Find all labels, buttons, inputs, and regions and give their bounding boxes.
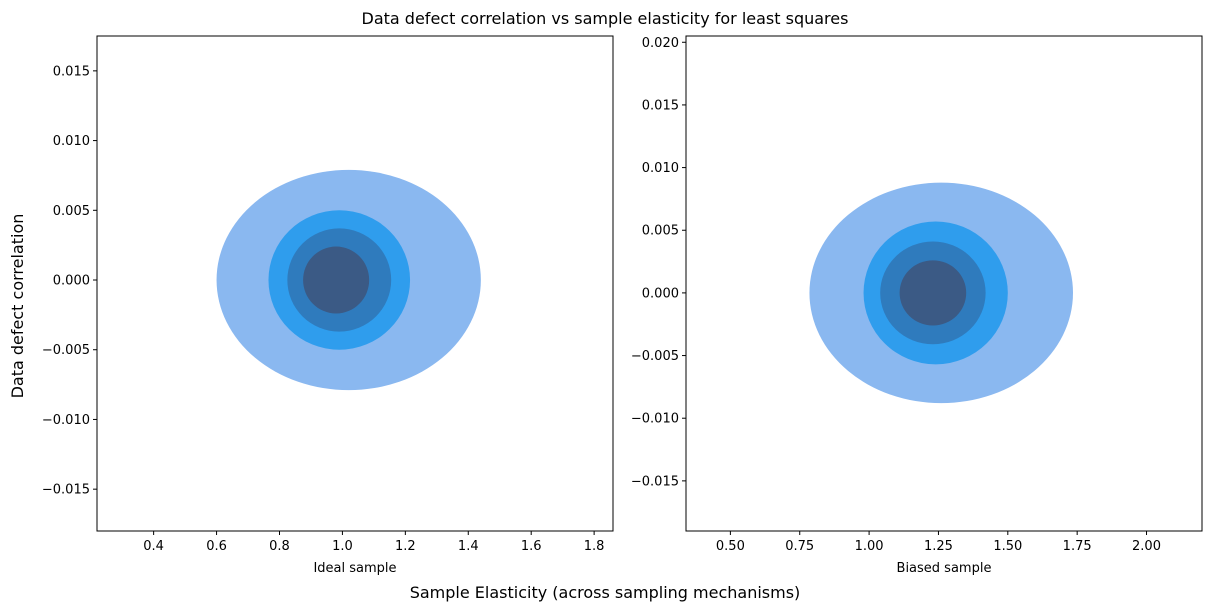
y-tick-label: 0.005 bbox=[53, 204, 90, 219]
x-tick-label: 0.6 bbox=[206, 539, 227, 554]
x-axis-label: Biased sample bbox=[897, 561, 992, 576]
y-tick-label: 0.010 bbox=[642, 161, 679, 176]
y-tick-label: 0.000 bbox=[53, 274, 90, 289]
x-tick-label: 1.6 bbox=[521, 539, 542, 554]
axes-frame bbox=[96, 35, 614, 532]
y-tick-label: −0.005 bbox=[631, 349, 679, 364]
axes-frame bbox=[685, 35, 1203, 532]
shared-x-axis-label: Sample Elasticity (across sampling mecha… bbox=[410, 583, 801, 602]
x-tick-label: 1.50 bbox=[993, 539, 1022, 554]
y-tick-label: −0.015 bbox=[42, 483, 90, 498]
x-tick-label: 1.2 bbox=[395, 539, 416, 554]
y-tick-label: −0.005 bbox=[42, 343, 90, 358]
x-tick-label: 1.00 bbox=[855, 539, 884, 554]
y-tick-label: −0.010 bbox=[42, 413, 90, 428]
x-tick-label: 0.8 bbox=[269, 539, 290, 554]
y-tick-label: 0.020 bbox=[642, 36, 679, 51]
y-tick-label: 0.015 bbox=[642, 98, 679, 113]
y-tick-label: 0.010 bbox=[53, 134, 90, 149]
density-level-4 bbox=[303, 246, 370, 314]
shared-y-axis-label: Data defect correlation bbox=[8, 214, 27, 399]
x-tick-label: 1.75 bbox=[1063, 539, 1092, 554]
y-tick-label: 0.000 bbox=[642, 286, 679, 301]
x-axis-label: Ideal sample bbox=[313, 561, 396, 576]
density-level-4 bbox=[899, 260, 967, 326]
x-tick-label: 1.4 bbox=[458, 539, 479, 554]
x-tick-label: 2.00 bbox=[1132, 539, 1161, 554]
x-tick-label: 0.4 bbox=[143, 539, 164, 554]
figure-title: Data defect correlation vs sample elasti… bbox=[362, 9, 849, 28]
x-tick-label: 0.75 bbox=[785, 539, 814, 554]
x-tick-label: 1.0 bbox=[332, 539, 353, 554]
y-tick-label: 0.015 bbox=[53, 64, 90, 79]
x-tick-label: 1.25 bbox=[924, 539, 953, 554]
panel-biased-sample: 0.50 0.75 1.00 1.25 1.50 1.75 2.00 −0.015 −0.010… bbox=[631, 35, 1203, 576]
panel-ideal-sample: 0.4 0.6 0.8 1.0 1.2 1.4 1.6 1.8 −0.015 −0.010 −0.0… bbox=[42, 35, 614, 576]
y-tick-label: −0.015 bbox=[631, 474, 679, 489]
y-tick-label: −0.010 bbox=[631, 412, 679, 427]
x-tick-label: 0.50 bbox=[716, 539, 745, 554]
y-tick-label: 0.005 bbox=[642, 224, 679, 239]
x-tick-label: 1.8 bbox=[584, 539, 605, 554]
